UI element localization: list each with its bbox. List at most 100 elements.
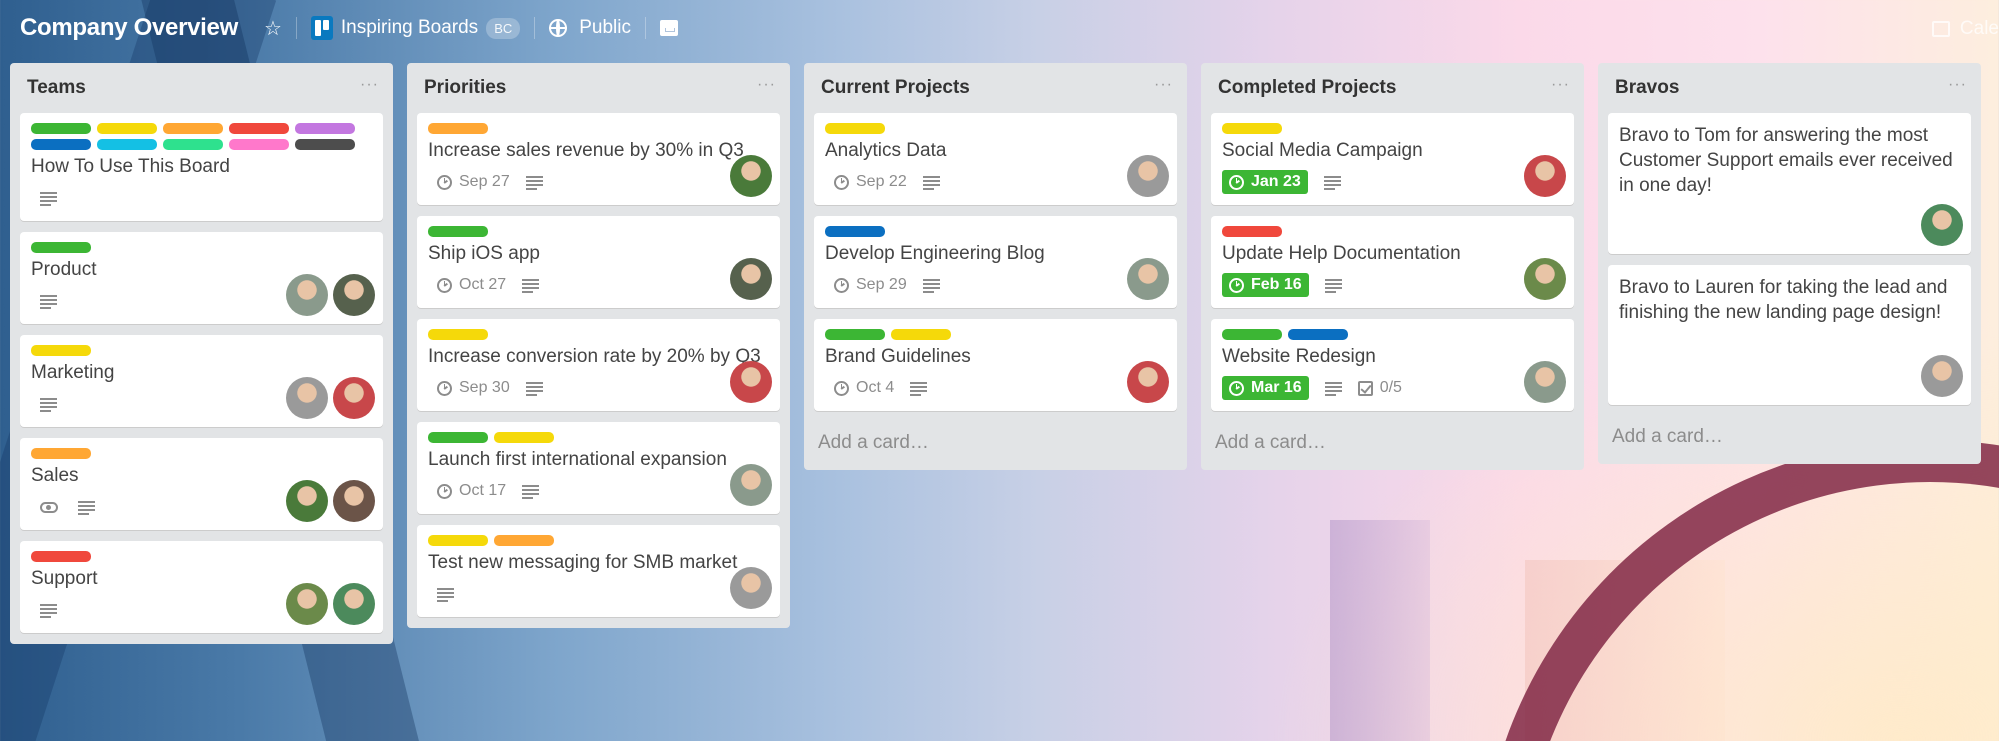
background-decoration <box>1330 520 1430 741</box>
due-date-badge[interactable]: Sep 27 <box>437 173 510 191</box>
list-menu-button[interactable]: ··· <box>360 76 379 93</box>
card[interactable]: Ship iOS app Oct 27 <box>417 216 780 308</box>
card[interactable]: Analytics Data Sep 22 <box>814 113 1177 205</box>
avatar-man-with-glasses-beard[interactable] <box>333 480 375 522</box>
due-date-badge[interactable]: Oct 27 <box>437 276 506 294</box>
list-menu-button[interactable]: ··· <box>1551 76 1570 93</box>
checklist-count: 0/5 <box>1379 379 1402 396</box>
card-title: How To Use This Board <box>31 156 230 177</box>
description-badge <box>40 294 57 309</box>
due-date-badge[interactable]: Oct 17 <box>437 482 506 500</box>
star-icon: ☆ <box>263 17 282 40</box>
card[interactable]: Develop Engineering Blog Sep 29 <box>814 216 1177 308</box>
card-members <box>1921 355 1963 397</box>
list-title[interactable]: Teams <box>27 77 86 98</box>
card-members <box>1921 204 1963 246</box>
card[interactable]: Website Redesign Mar 16 0/5 <box>1211 319 1574 411</box>
avatar-man-profile-green[interactable] <box>333 583 375 625</box>
card[interactable]: Update Help Documentation Feb 16 <box>1211 216 1574 308</box>
card[interactable]: Increase conversion rate by 20% by Q3 Sep… <box>417 319 780 411</box>
team-button[interactable]: Inspiring Boards BC <box>310 16 521 40</box>
background-decoration <box>1525 560 1725 741</box>
card-labels <box>428 432 769 443</box>
avatar-man-with-hat[interactable] <box>1524 361 1566 403</box>
description-icon <box>40 603 57 618</box>
card-members <box>286 377 375 419</box>
card-members <box>286 583 375 625</box>
description-icon <box>40 191 57 206</box>
clock-icon <box>437 380 452 396</box>
list-menu-button[interactable]: ··· <box>757 76 776 93</box>
card[interactable]: Marketing <box>20 335 383 427</box>
avatar-woman-bw-sunglasses[interactable] <box>1127 155 1169 197</box>
due-date-badge[interactable]: Feb 16 <box>1222 273 1309 297</box>
list-menu-button[interactable]: ··· <box>1154 76 1173 93</box>
avatar-man-with-hat[interactable] <box>730 464 772 506</box>
add-card-button[interactable]: Add a card… <box>818 432 929 453</box>
label-yellow <box>1222 123 1282 134</box>
avatar-woman-bw-sunglasses[interactable] <box>1921 355 1963 397</box>
avatar-man-with-sunglasses[interactable] <box>730 258 772 300</box>
description-badge <box>40 191 57 206</box>
due-date-badge[interactable]: Jan 23 <box>1222 170 1308 194</box>
card[interactable]: Support <box>20 541 383 633</box>
card[interactable]: How To Use This Board <box>20 113 383 221</box>
description-badge <box>922 175 940 190</box>
card[interactable]: Brand Guidelines Oct 4 <box>814 319 1177 411</box>
avatar-woman-bw-sunglasses[interactable] <box>730 567 772 609</box>
avatar-man-with-hat[interactable] <box>1127 258 1169 300</box>
list-title[interactable]: Bravos <box>1615 77 1680 98</box>
avatar-woman-curly-hair[interactable] <box>730 155 772 197</box>
card[interactable]: Increase sales revenue by 30% in Q3 Sep 2… <box>417 113 780 205</box>
card-members <box>730 258 772 300</box>
board-title[interactable]: Company Overview <box>20 14 238 41</box>
card[interactable]: Launch first international expansion Oct … <box>417 422 780 514</box>
card[interactable]: Social Media Campaign Jan 23 <box>1211 113 1574 205</box>
card-badges <box>31 597 372 623</box>
due-date-badge[interactable]: Sep 22 <box>834 173 907 191</box>
description-badge <box>910 381 928 396</box>
archive-button[interactable] <box>660 20 678 36</box>
avatar-man-with-hat[interactable] <box>286 274 328 316</box>
due-date: Sep 22 <box>856 173 907 190</box>
card-title: Launch first international expansion <box>428 449 727 470</box>
list-title[interactable]: Current Projects <box>821 77 970 98</box>
calendar-button[interactable]: Cale <box>1931 18 1999 40</box>
add-card-button[interactable]: Add a card… <box>1215 432 1326 453</box>
clock-icon <box>437 483 452 499</box>
add-card-button[interactable]: Add a card… <box>1612 426 1723 447</box>
due-date-badge[interactable]: Mar 16 <box>1222 376 1309 400</box>
avatar-woman-red-shirt[interactable] <box>333 377 375 419</box>
clock-icon <box>834 277 849 293</box>
card-labels <box>825 123 1166 134</box>
avatar-woman-with-glasses[interactable] <box>1524 258 1566 300</box>
visibility-button[interactable]: Public <box>549 17 631 39</box>
label-pink <box>229 139 289 150</box>
card[interactable]: Product <box>20 232 383 324</box>
list-title[interactable]: Priorities <box>424 77 507 98</box>
avatar-woman-curly-hair[interactable] <box>286 480 328 522</box>
due-date-badge[interactable]: Sep 29 <box>834 276 907 294</box>
card[interactable]: Test new messaging for SMB market <box>417 525 780 617</box>
card-members <box>730 464 772 506</box>
due-date-badge[interactable]: Oct 4 <box>834 379 894 397</box>
clock-icon <box>437 174 452 190</box>
avatar-woman-red-shirt[interactable] <box>730 361 772 403</box>
card-labels <box>825 329 1166 340</box>
avatar-woman-with-glasses[interactable] <box>286 583 328 625</box>
card[interactable]: Sales <box>20 438 383 530</box>
avatar-man-profile-green[interactable] <box>1921 204 1963 246</box>
avatar-woman-bw-sunglasses[interactable] <box>286 377 328 419</box>
star-board-button[interactable]: ☆ <box>264 16 282 41</box>
list-title[interactable]: Completed Projects <box>1218 77 1397 98</box>
card[interactable]: Bravo to Tom for answering the most Cust… <box>1608 113 1971 254</box>
description-icon <box>1323 175 1341 190</box>
avatar-woman-red-shirt[interactable] <box>1524 155 1566 197</box>
description-icon <box>437 587 454 602</box>
list-menu-button[interactable]: ··· <box>1948 76 1967 93</box>
due-date-badge[interactable]: Sep 30 <box>437 379 510 397</box>
card[interactable]: Bravo to Lauren for taking the lead and … <box>1608 265 1971 405</box>
avatar-woman-red-shirt[interactable] <box>1127 361 1169 403</box>
avatar-man-with-sunglasses[interactable] <box>333 274 375 316</box>
card-title: Increase conversion rate by 20% by Q3 <box>428 346 761 367</box>
